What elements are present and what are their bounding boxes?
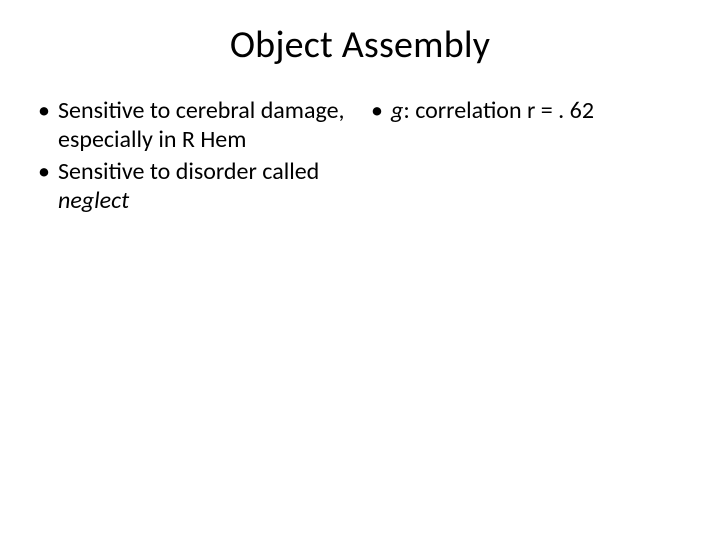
bullet-text: Sensitive to cerebral damage, especially… [58,96,345,154]
bullet-text-prefix: Sensitive to disorder called [58,157,319,186]
bullet-text-suffix: : correlation r = . 62 [403,96,594,125]
right-column: g: correlation r = . 62 [369,96,684,217]
slide: Object Assembly Sensitive to cerebral da… [0,0,720,540]
bullet-text-italic: g [391,96,403,125]
content-columns: Sensitive to cerebral damage, especially… [36,96,684,217]
slide-title: Object Assembly [36,22,684,68]
left-bullet-list: Sensitive to cerebral damage, especially… [36,96,351,215]
right-bullet-list: g: correlation r = . 62 [369,96,684,125]
left-bullet-1: Sensitive to cerebral damage, especially… [36,96,351,155]
right-bullet-1: g: correlation r = . 62 [369,96,684,125]
left-bullet-2: Sensitive to disorder called neglect [36,157,351,216]
bullet-text-italic: neglect [58,186,129,215]
left-column: Sensitive to cerebral damage, especially… [36,96,351,217]
